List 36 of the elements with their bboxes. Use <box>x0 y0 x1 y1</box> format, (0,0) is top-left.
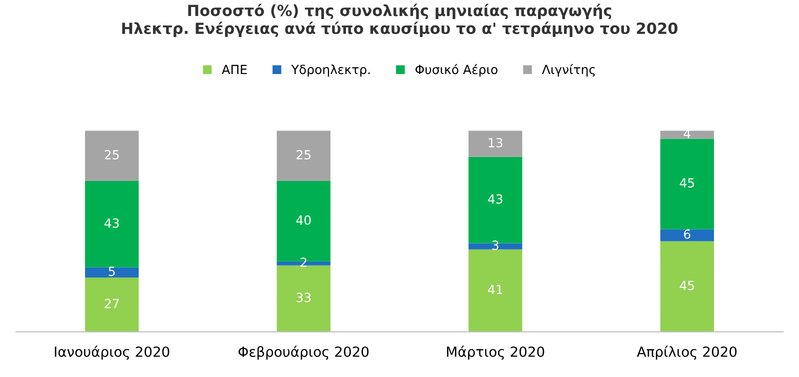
bar <box>660 130 714 139</box>
data-label: 25 <box>296 150 310 160</box>
legend-label: Φυσικό Αέριο <box>415 64 498 77</box>
legend-label: Λιγνίτης <box>542 64 595 77</box>
x-tick-label: Φεβρουάριος 2020 <box>238 346 369 360</box>
bar <box>85 267 139 278</box>
bar <box>660 138 714 230</box>
bar <box>468 249 522 332</box>
data-label: 3 <box>492 240 498 250</box>
data-label: 13 <box>488 138 502 148</box>
data-label: 41 <box>488 284 502 294</box>
data-label: 45 <box>680 178 694 188</box>
data-label: 2 <box>300 258 306 267</box>
chart-title: Ποσοστό (%) της συνολικής μηνιαίας παραγωγής Ηλεκτρ. Ενέργειας ανά τύπο καυσίμου το α' τετράμηνο του 2020 <box>122 4 678 38</box>
data-label: 6 <box>684 229 690 239</box>
bar <box>85 130 139 181</box>
bar <box>660 241 714 332</box>
data-label: 43 <box>488 194 502 204</box>
bar <box>468 130 522 157</box>
bar <box>276 265 330 332</box>
data-label: 33 <box>296 292 311 302</box>
x-tick-label: Ιανουάριος 2020 <box>54 346 170 360</box>
x-tick-label: Μάρτιος 2020 <box>447 346 544 360</box>
data-label: 43 <box>104 218 119 228</box>
legend-label: ΑΠΕ <box>222 64 247 74</box>
data-label: 5 <box>108 266 115 276</box>
data-label: 40 <box>296 215 311 225</box>
bar <box>276 130 330 181</box>
bar <box>85 180 139 268</box>
bar <box>660 229 714 242</box>
x-tick-label: Απρίλιος 2020 <box>636 346 737 360</box>
legend-label: Υδροηλεκτρ. <box>291 64 370 77</box>
data-label: 45 <box>680 280 694 290</box>
data-label: 27 <box>104 298 119 308</box>
bar <box>85 277 139 332</box>
data-label: 25 <box>104 150 119 160</box>
